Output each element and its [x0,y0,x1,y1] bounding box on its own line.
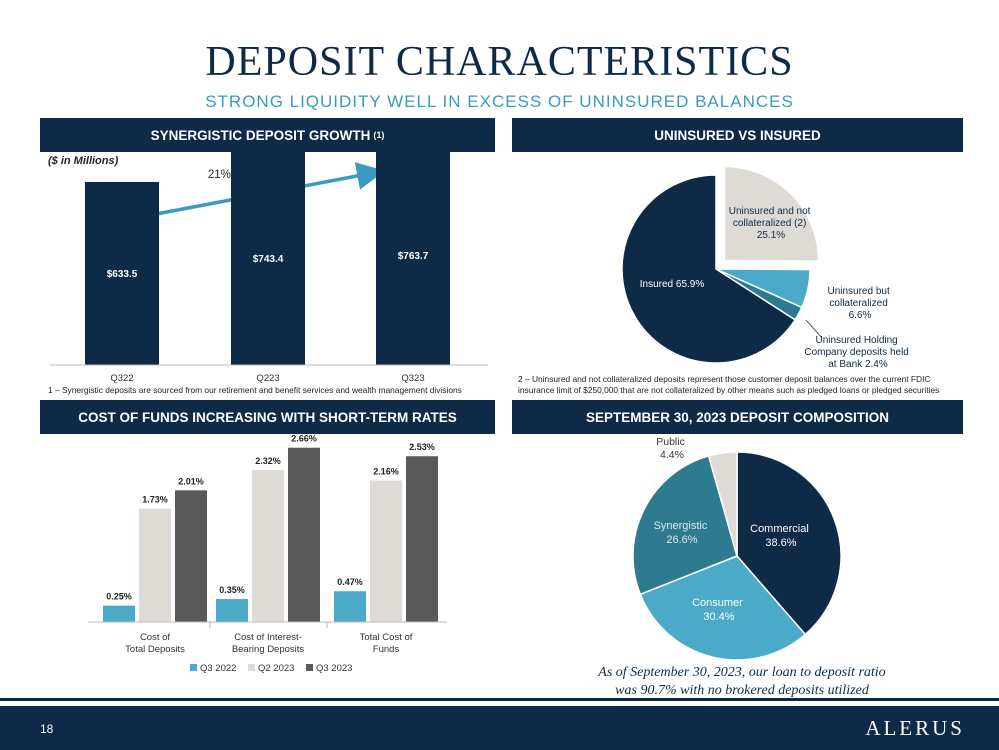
cost-bar-label: 0.25% [106,592,132,602]
uninsured-footnote-line2: insurance limit of $250,000 that are not… [518,385,940,395]
growth-category-label: Q323 [401,373,424,384]
cost-header: COST OF FUNDS INCREASING WITH SHORT-TERM… [40,400,495,434]
cost-bar [103,605,135,622]
cost-bar-label: 2.16% [373,466,399,476]
cost-bar-label: 2.32% [255,456,281,466]
cost-bar-label: 2.66% [291,434,317,444]
cost-legend-swatch [190,664,197,671]
cost-bar [370,480,402,622]
comp-label-consumer: Consumer 30.4% [692,597,746,623]
growth-bar-label: $633.5 [107,269,138,280]
cost-bar [334,591,366,622]
cost-legend-label: Q3 2023 [316,663,352,674]
growth-footnote: 1 – Synergistic deposits are sourced fro… [48,385,462,395]
pie-label-insured-name: Insured [640,279,673,290]
comp-label-commercial: Commercial 38.6% [750,523,812,549]
cost-category-label: Cost of Interest-Bearing Deposits [232,632,305,655]
cost-legend-label: Q2 2023 [258,663,294,674]
loan-to-deposit-note-line1: As of September 30, 2023, our loan to de… [598,665,886,680]
cost-category-label: Total Cost of Funds [360,632,413,655]
pie-label-uninsured-not-coll-line1: Uninsured and not [729,206,811,217]
uninsured-pie-slice [621,174,797,364]
uninsured-labels: Insured 65.9% Uninsured and not collater… [640,206,911,370]
growth-bar [85,181,159,365]
composition-labels: Commercial 38.6% Consumer 30.4% Synergis… [654,436,812,623]
cost-bar-label: 1.73% [142,495,168,505]
pie-leader-line [805,319,823,339]
page-title: DEPOSIT CHARACTERISTICS [205,39,794,85]
growth-bar [376,144,450,365]
pie-label-insured: Insured 65.9% [640,279,705,290]
comp-label-synergistic: Synergistic 26.6% [654,520,711,546]
growth-bar-label: $743.4 [253,254,284,265]
uninsured-pie-chart: Insured 65.9% Uninsured and not collater… [621,165,911,370]
pie-label-uninsured-not-coll-line2: collateralized (2) [733,218,806,229]
cost-bar-label: 2.53% [409,442,435,452]
composition-pie-slice [632,455,738,596]
pie-label-uninsured-not-coll: Uninsured and not collateralized (2) 25.… [729,206,814,241]
pie-label-uninsured-coll: Uninsured but collateralized 6.6% [827,286,892,321]
growth-bar-label: $763.7 [398,251,429,262]
composition-pie-slice [639,555,807,661]
footer-bar [0,706,999,750]
pie-label-uninsured-not-coll-value: 25.1% [757,230,785,241]
cost-legend-swatch [306,664,313,671]
loan-to-deposit-note: As of September 30, 2023, our loan to de… [552,664,932,700]
growth-header-text: SYNERGISTIC DEPOSIT GROWTH [150,127,371,143]
comp-label-public: Public 4.4% [656,436,688,461]
cost-bar [175,490,207,622]
cost-bar [406,456,438,622]
loan-to-deposit-note-line2: was 90.7% with no brokered deposits util… [615,683,869,698]
pie-label-holding-co: Uninsured Holding Company deposits held … [804,335,911,370]
growth-chart: 21% YoY growth $633.5Q322$743.4Q223$763.… [50,144,488,384]
growth-category-label: Q322 [110,373,133,384]
growth-units-label: ($ in Millions) [48,155,119,167]
cost-bar [139,508,171,622]
composition-header: SEPTEMBER 30, 2023 DEPOSIT COMPOSITION [512,400,963,434]
footer-rule [0,698,999,701]
growth-header: SYNERGISTIC DEPOSIT GROWTH (1) [40,118,495,152]
cost-legend-swatch [248,664,255,671]
cost-bar-label: 0.47% [337,577,363,587]
composition-pie-slice [736,451,842,636]
uninsured-header: UNINSURED VS INSURED [512,118,963,152]
composition-pie-slice [707,451,738,557]
growth-header-footnote-ref: (1) [373,130,385,140]
cost-legend-label: Q3 2022 [200,663,236,674]
uninsured-pie-slice [723,165,820,262]
uninsured-footnote-line1: 2 – Uninsured and not collateralized dep… [518,374,931,384]
cost-bar-label: 2.01% [178,476,204,486]
growth-bar [231,150,305,365]
page-number: 18 [40,722,54,736]
cost-bar [288,447,320,622]
growth-category-label: Q223 [256,373,279,384]
page-subtitle: STRONG LIQUIDITY WELL IN EXCESS OF UNINS… [205,92,794,111]
alerus-logo: ALERUS [865,716,965,740]
cost-bar [252,470,284,622]
cost-bar-label: 0.35% [219,585,245,595]
pie-label-insured-value: 65.9% [676,279,704,290]
uninsured-footnote: 2 – Uninsured and not collateralized dep… [518,374,968,396]
cost-category-label: Cost of Total Deposits [125,632,185,655]
cost-bar [216,599,248,622]
